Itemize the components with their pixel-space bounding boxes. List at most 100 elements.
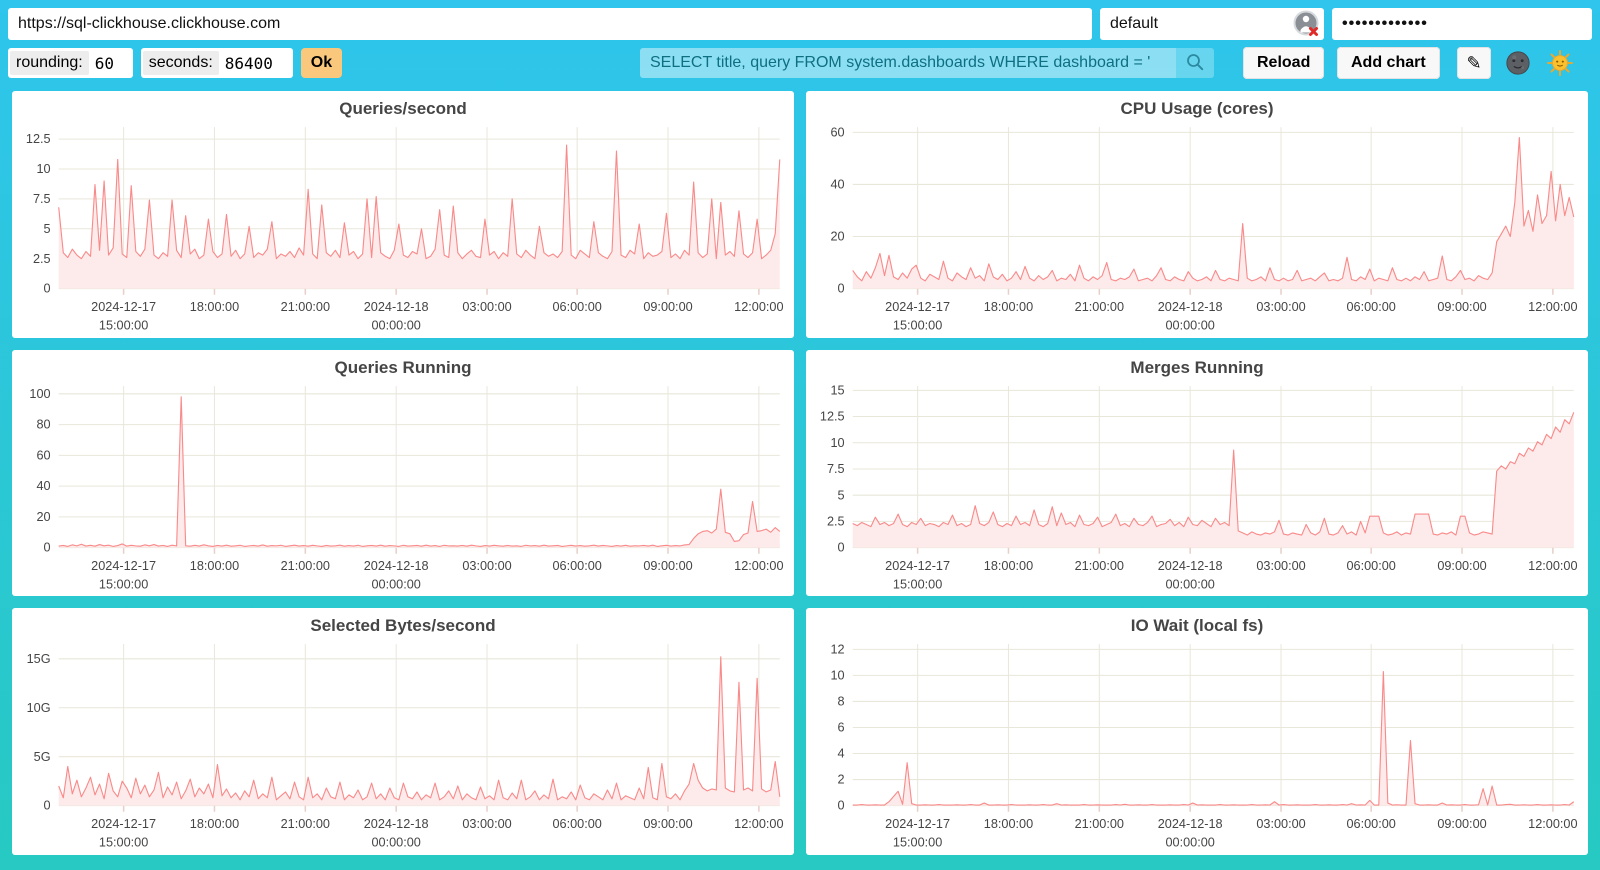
svg-text:15:00:00: 15:00:00	[893, 317, 942, 332]
svg-text:00:00:00: 00:00:00	[371, 835, 420, 850]
svg-text:18:00:00: 18:00:00	[984, 299, 1033, 314]
svg-text:40: 40	[36, 478, 50, 493]
svg-text:09:00:00: 09:00:00	[643, 816, 692, 831]
seconds-label: seconds:	[142, 51, 219, 75]
rounding-input[interactable]	[88, 50, 131, 76]
svg-text:2024-12-18: 2024-12-18	[364, 816, 429, 831]
svg-text:15:00:00: 15:00:00	[893, 576, 942, 591]
chart-plot: 0 2 4 6 8 10 12 2024-12-17 15:00:00 18:00:00 21:00…	[830, 642, 1577, 850]
reload-button[interactable]: Reload	[1243, 47, 1325, 79]
svg-text:40: 40	[830, 176, 844, 191]
svg-text:18:00:00: 18:00:00	[190, 816, 239, 831]
svg-text:21:00:00: 21:00:00	[281, 299, 330, 314]
chart-plot: 0 2.5 5 7.5 10 12.5 2024-12-17 15:00:00 18:00:00…	[26, 127, 784, 332]
svg-text:2024-12-17: 2024-12-17	[885, 816, 950, 831]
chart-plot: 0 20 40 60 2024-12-17 15:00:00 18:00:00 21:00:0…	[830, 124, 1577, 332]
svg-text:09:00:00: 09:00:00	[1437, 558, 1486, 573]
password-input[interactable]	[1332, 8, 1592, 40]
svg-text:2024-12-17: 2024-12-17	[91, 558, 156, 573]
svg-text:03:00:00: 03:00:00	[1256, 816, 1305, 831]
svg-text:10G: 10G	[27, 700, 51, 715]
svg-text:80: 80	[36, 416, 50, 431]
svg-text:12:00:00: 12:00:00	[734, 816, 783, 831]
svg-text:5G: 5G	[34, 749, 51, 764]
svg-text:21:00:00: 21:00:00	[281, 816, 330, 831]
svg-text:12:00:00: 12:00:00	[1528, 816, 1577, 831]
svg-text:00:00:00: 00:00:00	[1165, 835, 1214, 850]
svg-text:03:00:00: 03:00:00	[462, 558, 511, 573]
svg-text:5: 5	[44, 221, 51, 236]
chart-plot: 0 5G 10G 15G 2024-12-17 15:00:00 18:00:00 21:00…	[27, 644, 784, 850]
svg-text:21:00:00: 21:00:00	[1075, 299, 1124, 314]
url-input[interactable]	[8, 8, 1092, 40]
svg-text:8: 8	[838, 694, 845, 709]
svg-text:12:00:00: 12:00:00	[1528, 558, 1577, 573]
svg-text:10: 10	[830, 668, 844, 683]
chart-card-queries-running: Queries Running 0 20 40 60 80 100 2024-12-17 15:…	[12, 349, 794, 597]
edit-charts-button[interactable]: ✎	[1457, 47, 1491, 79]
chart-card-queries-second: Queries/second 0 2.5 5 7.5 10 12.5 2024-12-17 15…	[12, 91, 794, 338]
svg-text:09:00:00: 09:00:00	[643, 558, 692, 573]
svg-text:2.5: 2.5	[33, 251, 51, 266]
svg-text:21:00:00: 21:00:00	[281, 558, 330, 573]
dashboard-query-input[interactable]	[640, 48, 1176, 78]
svg-text:2024-12-18: 2024-12-18	[364, 558, 429, 573]
run-query-button[interactable]	[1176, 48, 1214, 78]
svg-text:18:00:00: 18:00:00	[984, 558, 1033, 573]
rounding-param: rounding:	[8, 48, 133, 78]
svg-text:03:00:00: 03:00:00	[462, 299, 511, 314]
svg-text:5: 5	[838, 487, 845, 502]
svg-text:6: 6	[838, 720, 845, 735]
magnifier-icon	[1185, 52, 1205, 75]
svg-text:0: 0	[44, 798, 51, 813]
add-chart-button[interactable]: Add chart	[1337, 47, 1440, 79]
chart-title: Selected Bytes/second	[310, 616, 496, 636]
ok-button[interactable]: Ok	[300, 48, 343, 78]
chart-card-cpu-usage-cores-: CPU Usage (cores) 0 20 40 60 2024-12-17 15:00:…	[806, 91, 1588, 338]
svg-text:10: 10	[36, 161, 50, 176]
svg-text:10: 10	[830, 434, 844, 449]
svg-text:60: 60	[36, 447, 50, 462]
svg-text:18:00:00: 18:00:00	[190, 558, 239, 573]
chart-title: IO Wait (local fs)	[1130, 616, 1264, 636]
charts-grid: Queries/second 0 2.5 5 7.5 10 12.5 2024-12-17 15…	[12, 91, 1588, 855]
svg-text:20: 20	[36, 509, 50, 524]
svg-text:03:00:00: 03:00:00	[462, 816, 511, 831]
svg-text:0: 0	[44, 281, 51, 296]
svg-text:20: 20	[830, 229, 844, 244]
svg-text:2024-12-18: 2024-12-18	[1158, 558, 1223, 573]
svg-text:2024-12-18: 2024-12-18	[1158, 816, 1223, 831]
svg-text:06:00:00: 06:00:00	[1346, 558, 1395, 573]
svg-text:06:00:00: 06:00:00	[1346, 816, 1395, 831]
svg-text:7.5: 7.5	[33, 191, 51, 206]
chart-plot: 0 20 40 60 80 100 2024-12-17 15:00:00 18:00:00 21…	[29, 386, 783, 592]
chart-plot: 0 2.5 5 7.5 10 12.5 15 2024-12-17 15:00:00 18:00:…	[820, 382, 1578, 591]
svg-text:21:00:00: 21:00:00	[1075, 816, 1124, 831]
svg-text:12.5: 12.5	[26, 131, 51, 146]
svg-text:06:00:00: 06:00:00	[552, 816, 601, 831]
pencil-icon: ✎	[1466, 52, 1482, 73]
svg-text:2024-12-17: 2024-12-17	[91, 816, 156, 831]
svg-text:18:00:00: 18:00:00	[190, 299, 239, 314]
dark-theme-button[interactable]	[1503, 49, 1533, 79]
svg-text:2024-12-18: 2024-12-18	[1158, 299, 1223, 314]
light-theme-button[interactable]	[1545, 49, 1575, 79]
chart-card-io-wait-local-fs-: IO Wait (local fs) 0 2 4 6 8 10 12 2024-12-17 15:…	[806, 608, 1588, 855]
svg-text:4: 4	[838, 746, 845, 761]
chart-card-selected-bytes-second: Selected Bytes/second 0 5G 10G 15G 2024-12-17…	[12, 608, 794, 855]
svg-text:03:00:00: 03:00:00	[1256, 299, 1305, 314]
svg-text:2.5: 2.5	[827, 513, 845, 528]
connection-bar	[8, 8, 1592, 40]
svg-text:15:00:00: 15:00:00	[99, 317, 148, 332]
sun-with-face-icon	[1547, 49, 1573, 79]
chart-title: Queries/second	[339, 99, 467, 118]
svg-text:06:00:00: 06:00:00	[1346, 299, 1395, 314]
svg-text:2024-12-17: 2024-12-17	[885, 558, 950, 573]
svg-text:06:00:00: 06:00:00	[552, 558, 601, 573]
seconds-input[interactable]	[218, 50, 291, 76]
user-input[interactable]	[1100, 8, 1324, 40]
svg-text:09:00:00: 09:00:00	[1437, 816, 1486, 831]
svg-text:12:00:00: 12:00:00	[734, 299, 783, 314]
broken-image-icon	[1292, 10, 1320, 38]
svg-text:15: 15	[830, 382, 844, 397]
